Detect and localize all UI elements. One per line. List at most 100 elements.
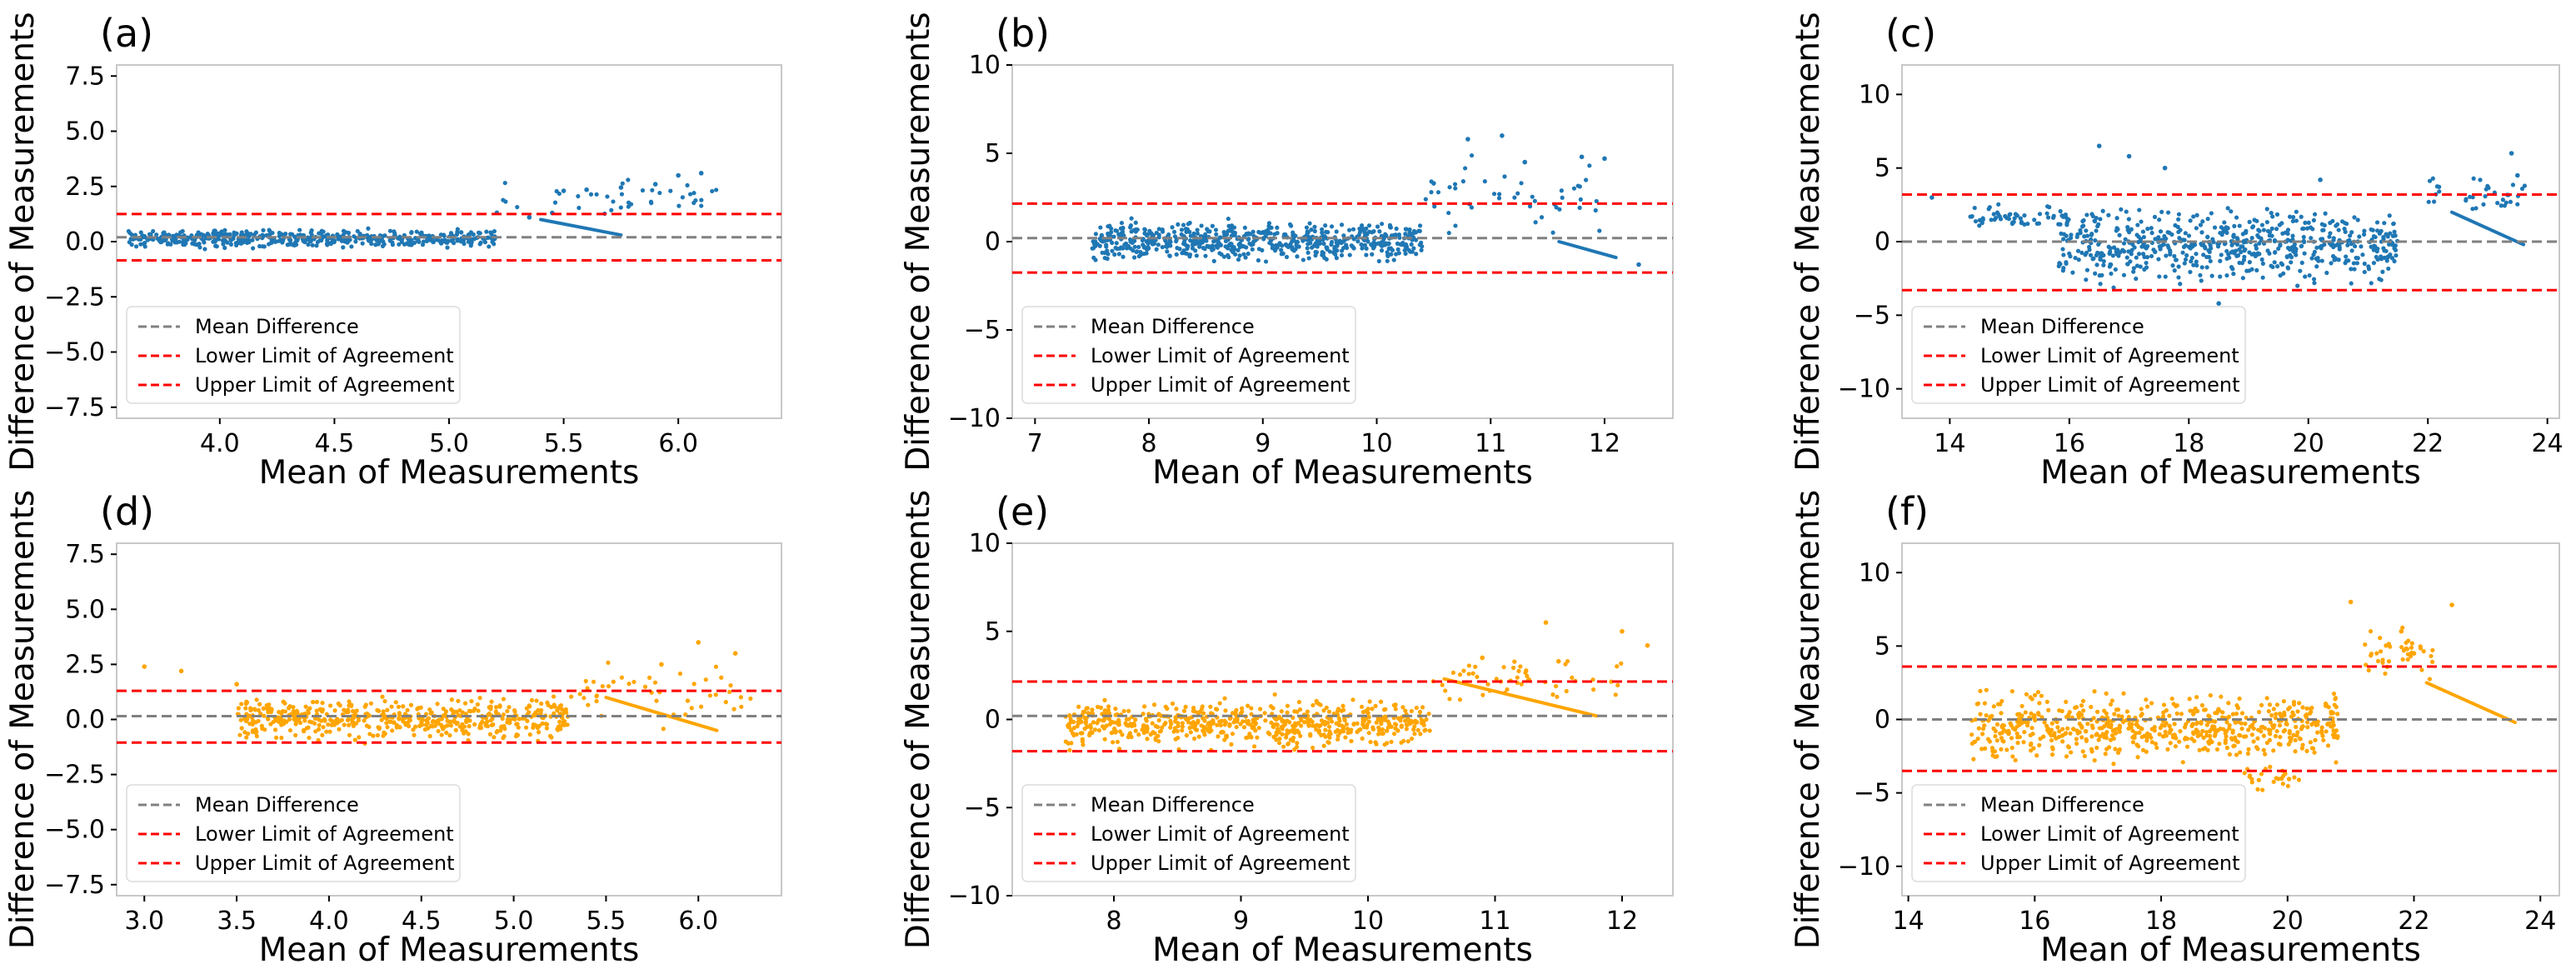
- data-point: [2030, 715, 2036, 720]
- data-point: [2259, 702, 2264, 707]
- data-point: [2394, 252, 2399, 258]
- y-tick-label: 7.5: [65, 540, 105, 569]
- data-point: [1093, 232, 1098, 237]
- data-point: [2022, 212, 2027, 218]
- data-point: [2294, 252, 2299, 257]
- panel-label: (f): [1885, 489, 1929, 534]
- data-point: [2126, 153, 2132, 159]
- data-point: [2181, 237, 2186, 242]
- data-trend-streak: [1442, 677, 1599, 718]
- data-point: [659, 662, 664, 667]
- data-point: [2249, 780, 2254, 785]
- data-point: [2078, 227, 2083, 233]
- data-point: [2337, 247, 2342, 252]
- data-point: [1316, 724, 1321, 729]
- data-point: [2286, 742, 2291, 747]
- data-point: [1505, 687, 1510, 692]
- data-point: [1994, 754, 1999, 759]
- data-point: [2287, 735, 2293, 740]
- data-point: [2296, 777, 2302, 782]
- data-point: [1195, 231, 1201, 236]
- data-point: [1322, 722, 1328, 727]
- data-point: [507, 717, 512, 722]
- data-point: [2088, 252, 2094, 257]
- data-point: [685, 182, 690, 187]
- data-point: [698, 704, 704, 709]
- x-tick-label: 11: [1475, 429, 1506, 458]
- data-point: [2366, 267, 2372, 272]
- data-point: [1440, 682, 1445, 687]
- data-point: [1121, 226, 1126, 232]
- data-point: [1326, 740, 1331, 746]
- data-point: [333, 718, 338, 723]
- data-point: [1191, 725, 1196, 730]
- data-point: [2362, 261, 2367, 267]
- data-point: [438, 241, 444, 246]
- data-point: [397, 717, 402, 722]
- data-point: [1404, 727, 1409, 732]
- data-point: [2470, 207, 2475, 212]
- data-point: [267, 228, 272, 233]
- data-point: [2025, 221, 2030, 227]
- data-point: [1453, 223, 1458, 228]
- data-point: [2004, 747, 2009, 752]
- data-point: [1081, 742, 1086, 747]
- data-point: [412, 724, 418, 729]
- data-point: [435, 702, 440, 707]
- data-point: [2271, 707, 2276, 712]
- data-point: [1475, 674, 1480, 680]
- data-point: [1383, 232, 1388, 237]
- data-point: [239, 726, 244, 731]
- data-point: [2263, 752, 2268, 757]
- data-point: [2380, 657, 2385, 662]
- data-point: [371, 733, 376, 738]
- data-point: [2074, 705, 2079, 710]
- data-point: [2500, 197, 2505, 202]
- data-point: [2028, 695, 2033, 700]
- data-point: [2039, 693, 2044, 698]
- y-tick-label: −10: [948, 404, 1001, 433]
- x-tick-label: 18: [2145, 907, 2177, 936]
- data-point: [1284, 735, 1289, 740]
- data-point: [710, 188, 715, 194]
- data-point: [502, 180, 507, 186]
- data-point: [2309, 705, 2314, 711]
- data-point: [314, 708, 319, 713]
- data-point: [1126, 708, 1131, 713]
- data-point: [1532, 198, 1537, 203]
- data-point: [2314, 264, 2319, 269]
- data-point: [2267, 737, 2272, 742]
- data-point: [487, 732, 493, 737]
- data-point: [2229, 242, 2234, 247]
- data-point: [352, 710, 357, 715]
- data-point: [2309, 236, 2314, 241]
- data-point: [2110, 253, 2115, 258]
- data-point: [2061, 252, 2066, 257]
- data-point: [1260, 247, 1265, 252]
- data-point: [320, 700, 325, 706]
- data-point: [1067, 713, 1072, 718]
- data-point: [2174, 702, 2179, 708]
- data-point: [347, 699, 352, 704]
- data-point: [2092, 758, 2097, 763]
- x-tick-label: 12: [1606, 907, 1638, 936]
- data-point: [1991, 704, 1996, 709]
- data-point: [529, 697, 535, 703]
- data-point: [2183, 257, 2189, 262]
- data-point: [2017, 722, 2022, 727]
- data-point: [1349, 738, 1354, 744]
- data-point: [2204, 265, 2209, 270]
- data-point: [1116, 252, 1121, 257]
- data-point: [2233, 735, 2238, 740]
- data-point: [2429, 659, 2435, 664]
- data-point: [1519, 181, 1524, 186]
- data-point: [2319, 258, 2324, 263]
- data-point: [1387, 225, 1393, 230]
- data-point: [2374, 228, 2380, 233]
- data-point: [1326, 709, 1332, 714]
- data-point: [282, 709, 288, 714]
- data-point: [2134, 255, 2139, 260]
- data-point: [654, 698, 659, 703]
- data-point: [606, 683, 612, 689]
- data-point: [2012, 216, 2017, 221]
